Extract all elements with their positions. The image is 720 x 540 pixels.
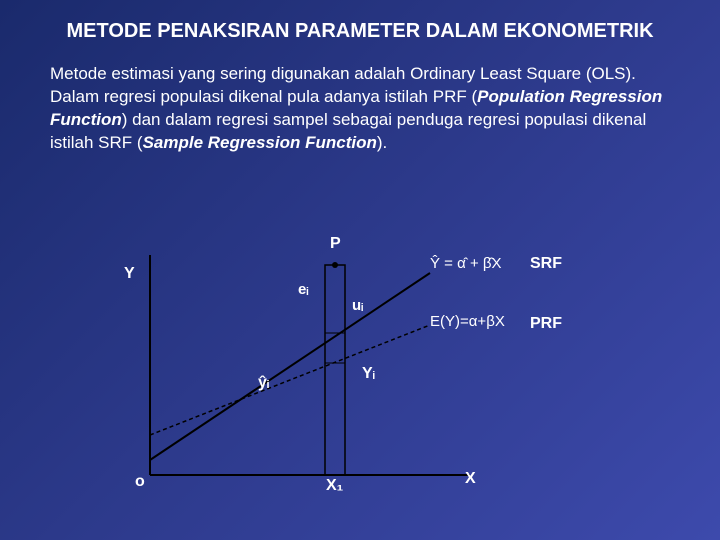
ei-label: eᵢ [298, 281, 308, 298]
srf-label: SRF [530, 255, 562, 273]
y-axis-label: Y [124, 265, 135, 283]
x-axis-label: X [465, 470, 476, 488]
prf-line [150, 325, 430, 435]
prf-equation: E(Y)=α+βX [430, 313, 505, 330]
page-title: METODE PENAKSIRAN PARAMETER DALAM EKONOM… [0, 0, 720, 53]
xi-label: X₁ [326, 477, 343, 495]
ui-label: uᵢ [352, 297, 363, 314]
srf-equation: Ŷ = α̂ + β̂X [430, 255, 502, 272]
prf-label: PRF [530, 315, 562, 333]
xi-column [325, 265, 345, 475]
yhat-label: ŷᵢ [258, 374, 269, 392]
point-p-marker [332, 262, 338, 268]
body-text-3: ). [377, 133, 387, 152]
body-paragraph: Metode estimasi yang sering digunakan ad… [0, 53, 720, 165]
yi-label: Yᵢ [362, 365, 375, 383]
origin-label: o [135, 473, 145, 491]
regression-chart: Y o X X₁ P eᵢ uᵢ ŷᵢ Yᵢ Ŷ = α̂ + β̂X SRF … [130, 235, 610, 515]
body-italic-2: Sample Regression Function [143, 133, 377, 152]
point-p-label: P [330, 235, 341, 253]
srf-line [150, 273, 430, 460]
